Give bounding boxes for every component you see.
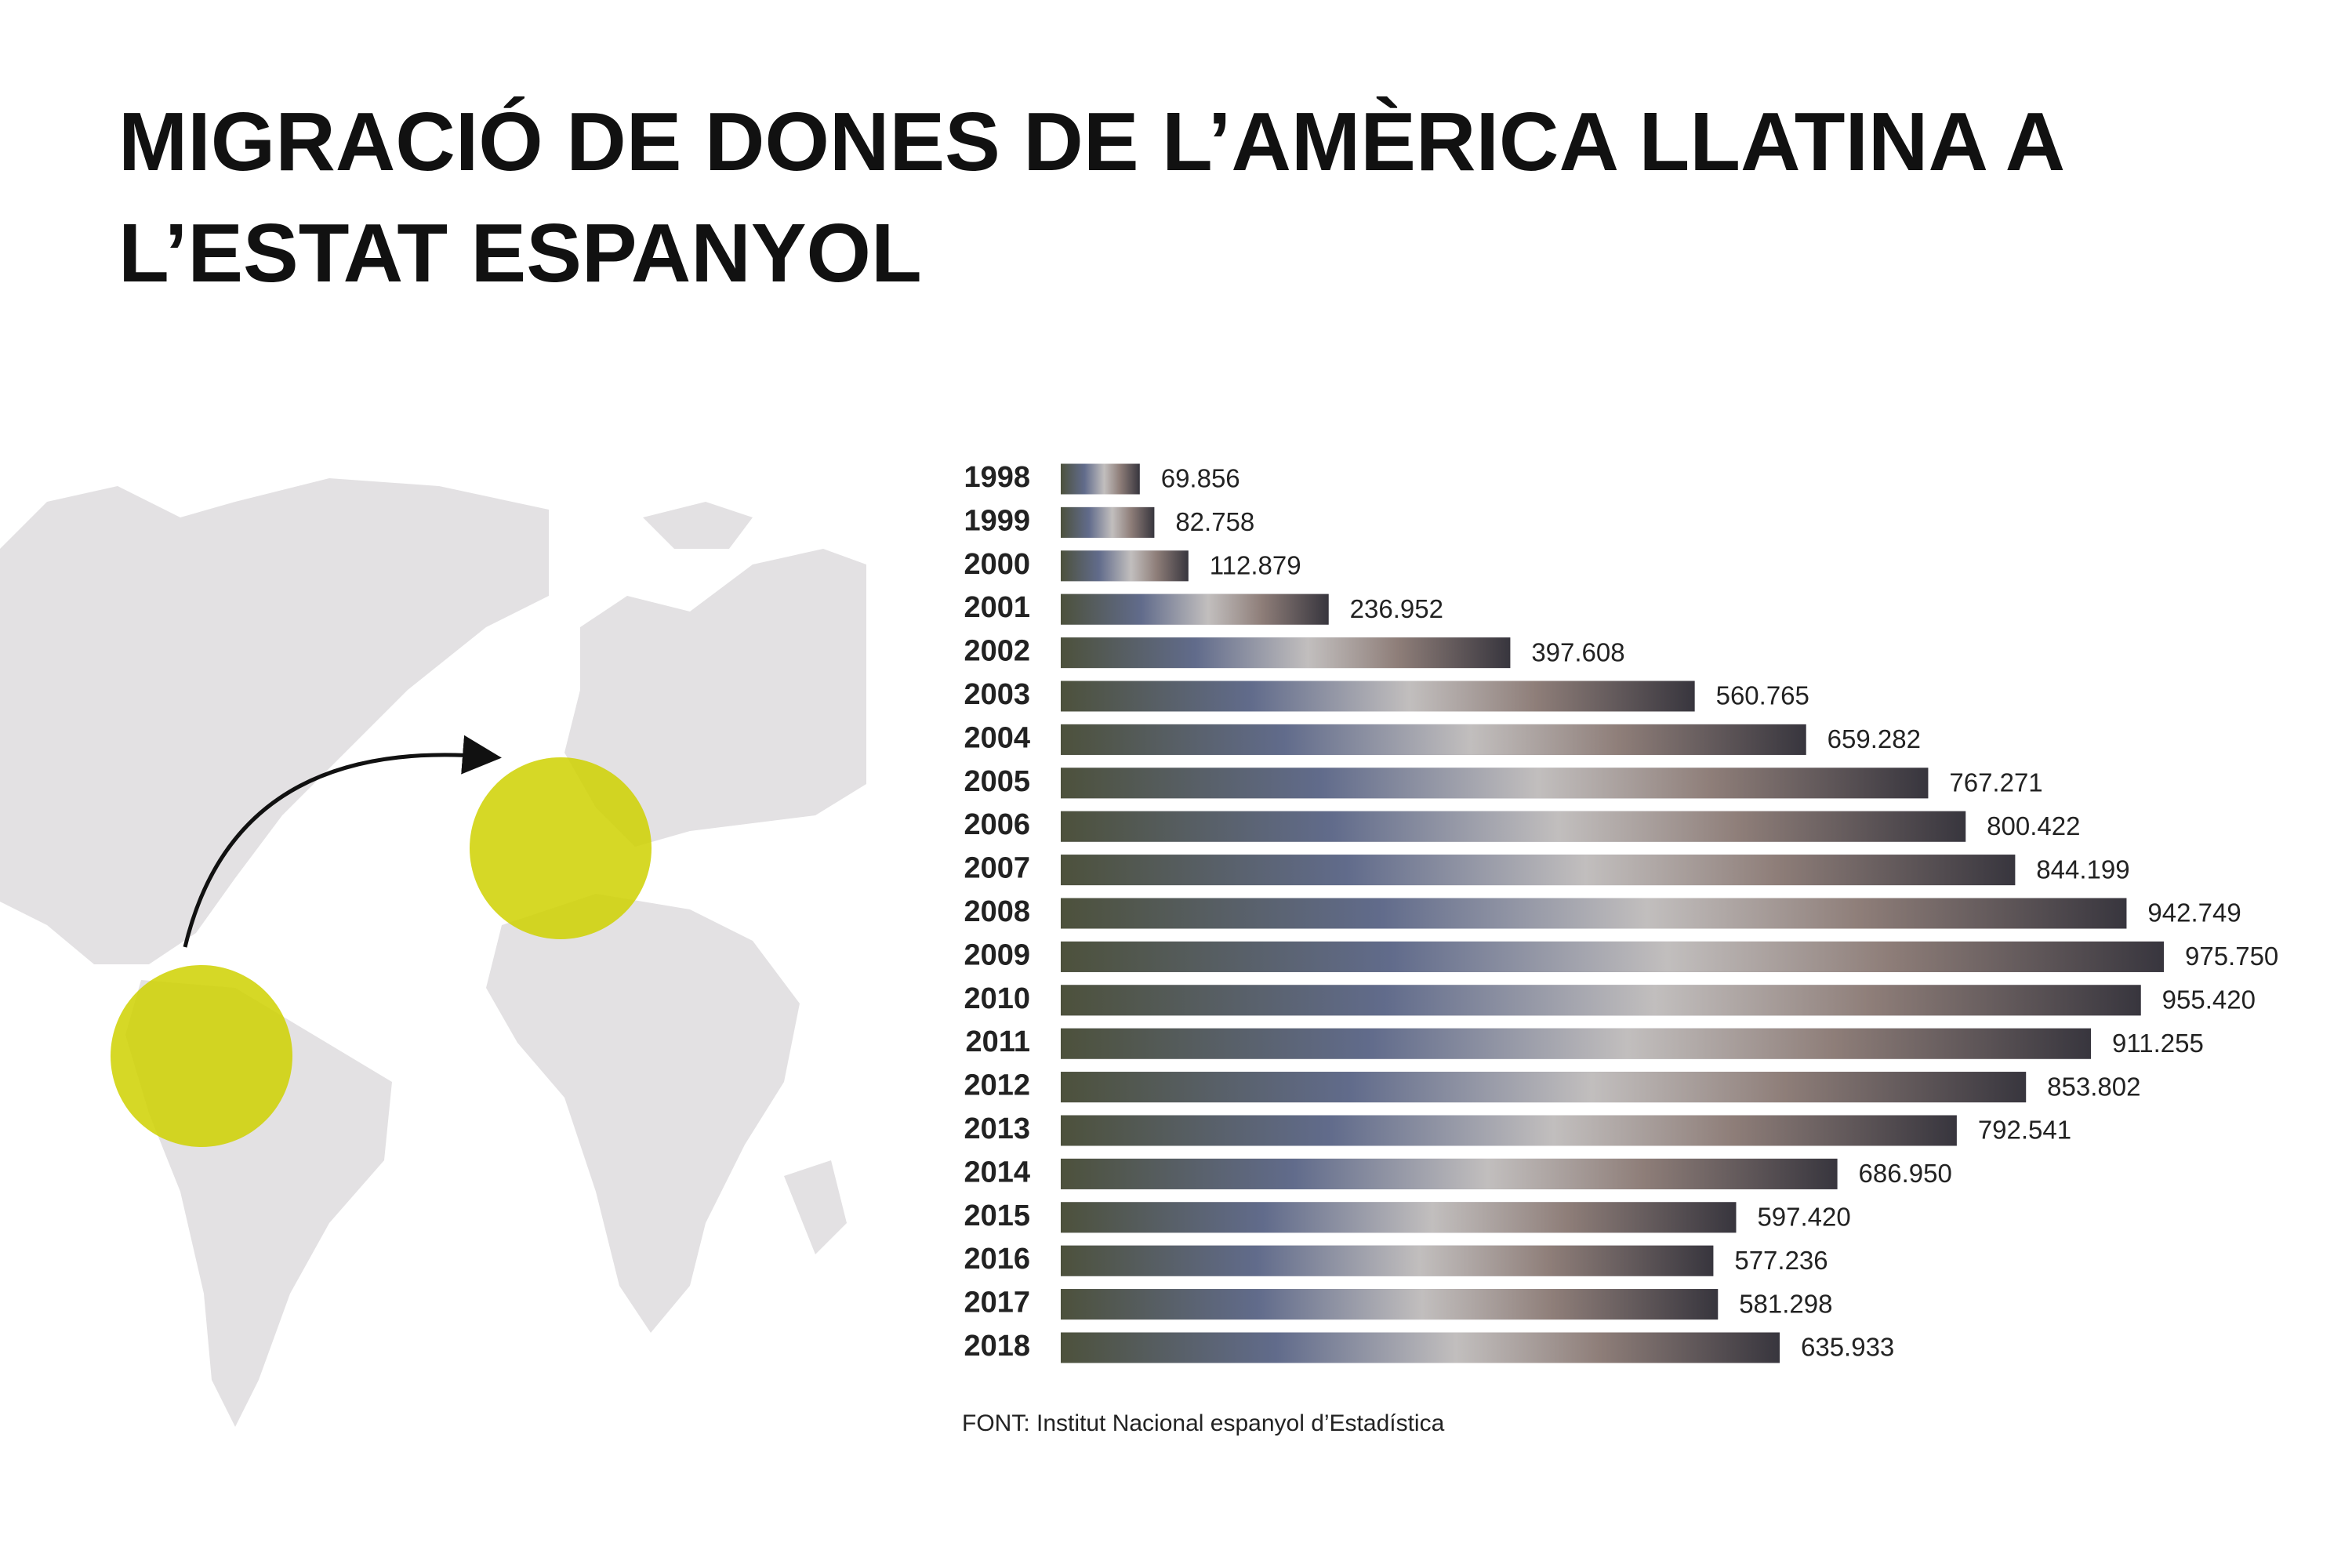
value-label: 397.608 <box>1531 637 1624 666</box>
y-tick-label: 2017 <box>964 1287 1030 1319</box>
bar <box>1061 898 2127 929</box>
y-tick-label: 2002 <box>964 635 1030 668</box>
bar <box>1061 1289 1719 1320</box>
bar <box>1061 1245 1714 1276</box>
migration-arrow <box>183 735 502 948</box>
y-tick-label: 2018 <box>964 1330 1030 1363</box>
bar <box>1061 855 2016 886</box>
bar <box>1061 506 1155 538</box>
value-label: 844.199 <box>2036 855 2129 884</box>
value-label: 635.933 <box>1801 1333 1894 1362</box>
value-label: 800.422 <box>1987 811 2080 840</box>
bar <box>1061 811 1966 842</box>
value-label: 597.420 <box>1757 1203 1850 1232</box>
bar <box>1061 1115 1957 1146</box>
value-label: 955.420 <box>2162 985 2256 1014</box>
origin-circle <box>111 965 292 1147</box>
bar <box>1061 1028 2092 1059</box>
y-tick-label: 2009 <box>964 938 1030 971</box>
bar <box>1061 463 1140 495</box>
value-label: 82.758 <box>1175 507 1254 536</box>
bar <box>1061 941 2164 972</box>
bar <box>1061 724 1806 755</box>
value-label: 560.765 <box>1716 681 1809 710</box>
y-tick-label: 2000 <box>964 548 1030 581</box>
y-tick-label: 2007 <box>964 852 1030 885</box>
bar <box>1061 1158 1838 1189</box>
y-tick-label: 2011 <box>966 1025 1030 1058</box>
y-tick-label: 2003 <box>964 678 1030 711</box>
value-label: 112.879 <box>1210 551 1301 580</box>
world-map <box>0 478 866 1427</box>
bar <box>1061 1202 1737 1233</box>
value-label: 975.750 <box>2185 942 2278 971</box>
bar <box>1061 1072 2027 1103</box>
destination-circle <box>470 757 652 939</box>
value-label: 911.255 <box>2112 1029 2204 1058</box>
bar <box>1061 1332 1780 1363</box>
value-label: 942.749 <box>2147 898 2241 927</box>
y-tick-label: 2005 <box>964 765 1030 798</box>
value-label: 767.271 <box>1949 768 2042 797</box>
y-tick-label: 2006 <box>964 808 1030 841</box>
y-tick-label: 2010 <box>964 982 1030 1015</box>
bar <box>1061 681 1695 712</box>
bar <box>1061 550 1189 582</box>
y-tick-label: 1998 <box>964 461 1030 494</box>
y-tick-label: 2008 <box>964 895 1030 928</box>
source-note: FONT: Institut Nacional espanyol d’Estad… <box>962 1410 1445 1436</box>
bar <box>1061 637 1511 669</box>
y-tick-label: 1999 <box>964 504 1030 537</box>
value-label: 577.236 <box>1734 1246 1828 1275</box>
y-tick-label: 2004 <box>964 721 1030 754</box>
value-label: 659.282 <box>1828 724 1921 753</box>
y-tick-label: 2012 <box>964 1069 1030 1102</box>
y-tick-label: 2016 <box>964 1243 1030 1276</box>
bar <box>1061 593 1329 625</box>
y-tick-label: 2013 <box>964 1112 1030 1145</box>
bar <box>1061 768 1929 799</box>
value-label: 69.856 <box>1161 464 1240 493</box>
value-label: 792.541 <box>1978 1116 2071 1145</box>
value-label: 236.952 <box>1350 594 1443 623</box>
y-tick-label: 2015 <box>964 1200 1030 1232</box>
y-tick-label: 2001 <box>964 591 1030 624</box>
chart-title: MIGRACIÓ DE DONES DE L’AMÈRICA LLATINA A… <box>118 96 2063 299</box>
value-label: 686.950 <box>1859 1159 1952 1188</box>
value-label: 853.802 <box>2047 1072 2140 1101</box>
y-tick-label: 2014 <box>964 1156 1030 1189</box>
bar <box>1061 985 2141 1016</box>
value-label: 581.298 <box>1739 1289 1832 1318</box>
